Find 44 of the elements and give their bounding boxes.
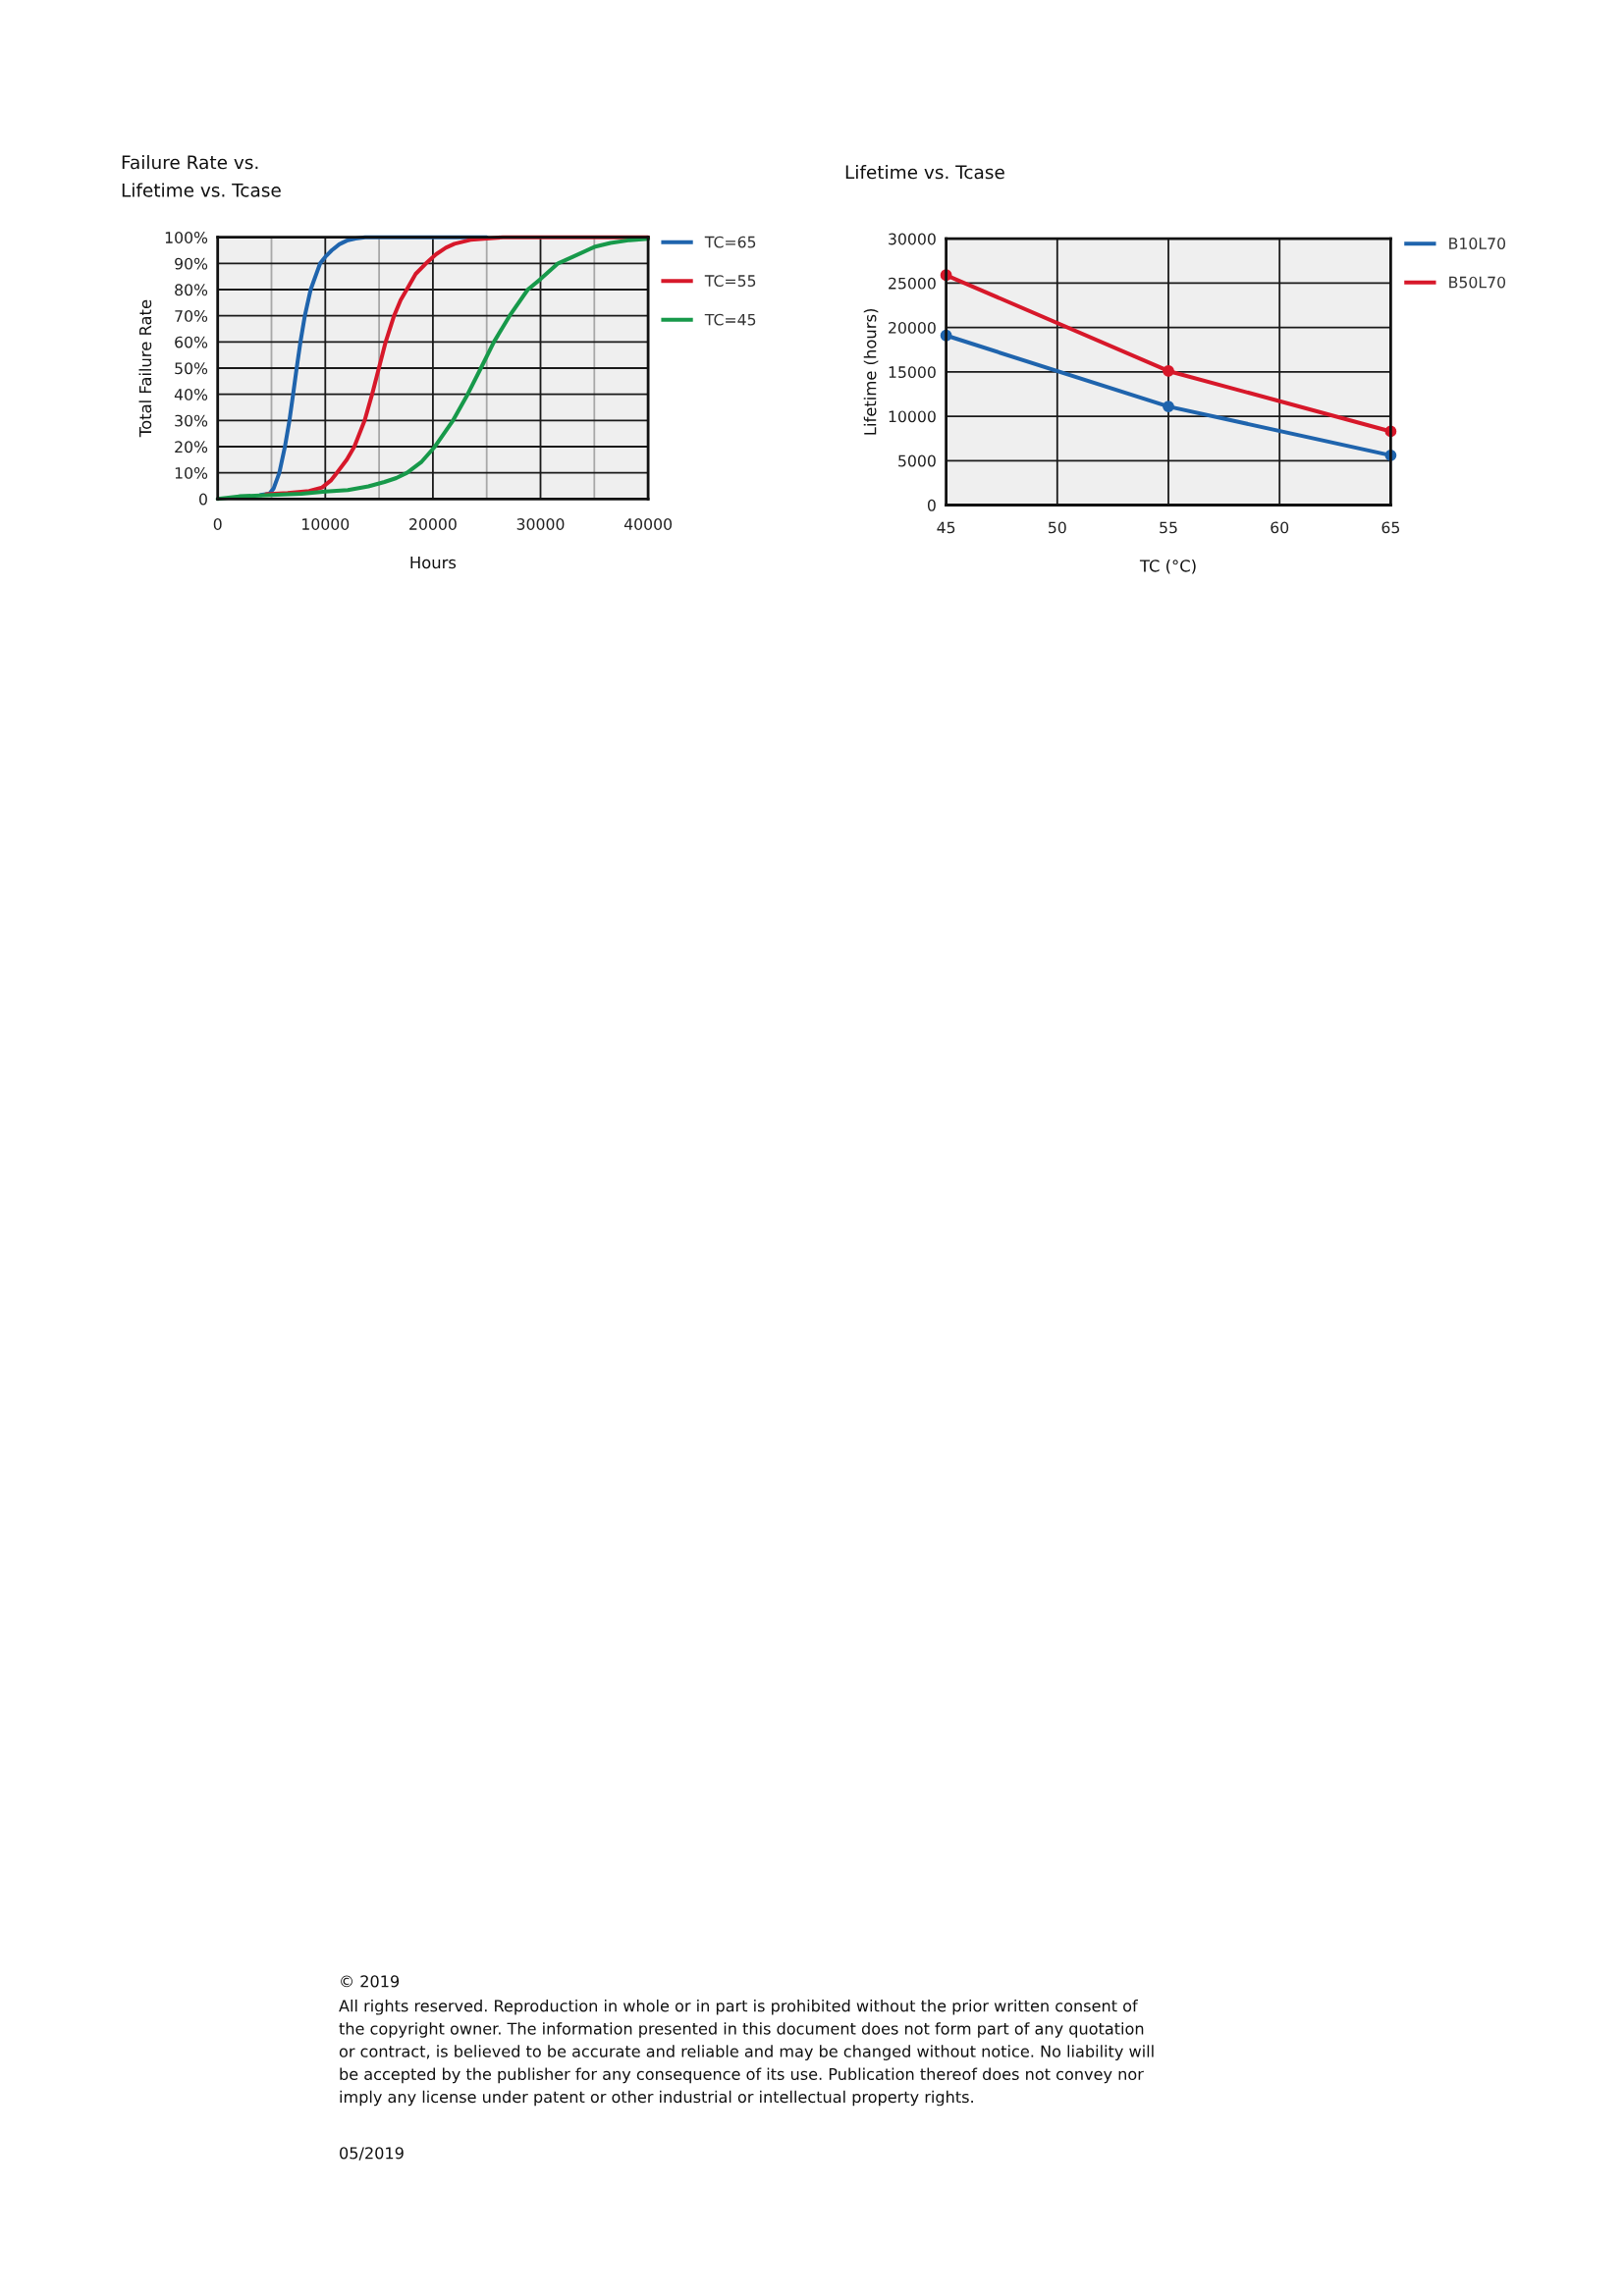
chart-title: Failure Rate vs. Lifetime vs. Tcase	[122, 155, 281, 197]
point	[1163, 400, 1174, 413]
x-axis-title: TC (°C)	[1139, 559, 1196, 574]
x-tick-label: 65	[1381, 521, 1400, 534]
y-tick-label: 50%	[175, 362, 208, 375]
x-tick-label: 20000	[409, 518, 457, 530]
y-tick-label: 10%	[175, 466, 208, 479]
x-tick-label: 0	[213, 518, 222, 530]
y-axis-title: Total Failure Rate	[138, 299, 152, 438]
legend-label: TC=65	[704, 236, 756, 248]
text: © 2019	[341, 1975, 400, 1988]
text: 05/2019	[340, 2147, 404, 2161]
x-axis-title: Hours	[410, 557, 457, 569]
x-tick-label: 40000	[623, 518, 673, 530]
y-tick-label: 60%	[175, 336, 208, 348]
legend-label: TC=45	[704, 313, 756, 326]
y-tick-label: 25000	[889, 277, 936, 290]
y-tick-label: 80%	[175, 284, 208, 296]
text: All rights reserved. Reproduction in whole or in part is prohibited without the prior written consent of the copyright owner. The information presented in this document does not form part of any quotation or contract, is believed to be accurate and reliable and may be changed without notice. No liability will be accepted by the publisher for any consequence of its use. Publication thereof does not convey nor imply any license under patent or other industrial or intellectual property rights.	[339, 2000, 1154, 2107]
y-tick-label: 20%	[175, 441, 208, 454]
legend-label: B10L70	[1449, 238, 1506, 249]
y-tick-label: 5000	[898, 454, 936, 467]
x-tick-label: 30000	[516, 518, 565, 530]
y-tick-label: 90%	[175, 257, 208, 270]
y-tick-label: 10000	[889, 410, 936, 423]
y-axis-title: Lifetime (hours)	[863, 308, 879, 435]
x-tick-label: 10000	[302, 518, 350, 530]
point	[1163, 365, 1174, 377]
legend-label: B50L70	[1449, 276, 1506, 289]
y-tick-label: 15000	[889, 366, 936, 379]
chart-title: Lifetime vs. Tcase	[845, 165, 1004, 180]
legend-label: TC=55	[704, 275, 756, 288]
y-tick-label: 20000	[889, 321, 936, 334]
y-tick-label: 30000	[889, 233, 936, 245]
y-tick-label: 40%	[174, 388, 208, 400]
x-tick-label: 50	[1049, 521, 1066, 534]
x-tick-label: 60	[1271, 521, 1289, 534]
y-tick-label: 0	[927, 499, 936, 511]
y-tick-label: 0	[199, 493, 207, 506]
x-tick-label: 55	[1160, 521, 1177, 534]
y-tick-label: 100%	[165, 232, 208, 243]
x-tick-label: 45	[937, 521, 955, 534]
y-tick-label: 30%	[175, 414, 208, 427]
y-tick-label: 70%	[175, 309, 208, 322]
